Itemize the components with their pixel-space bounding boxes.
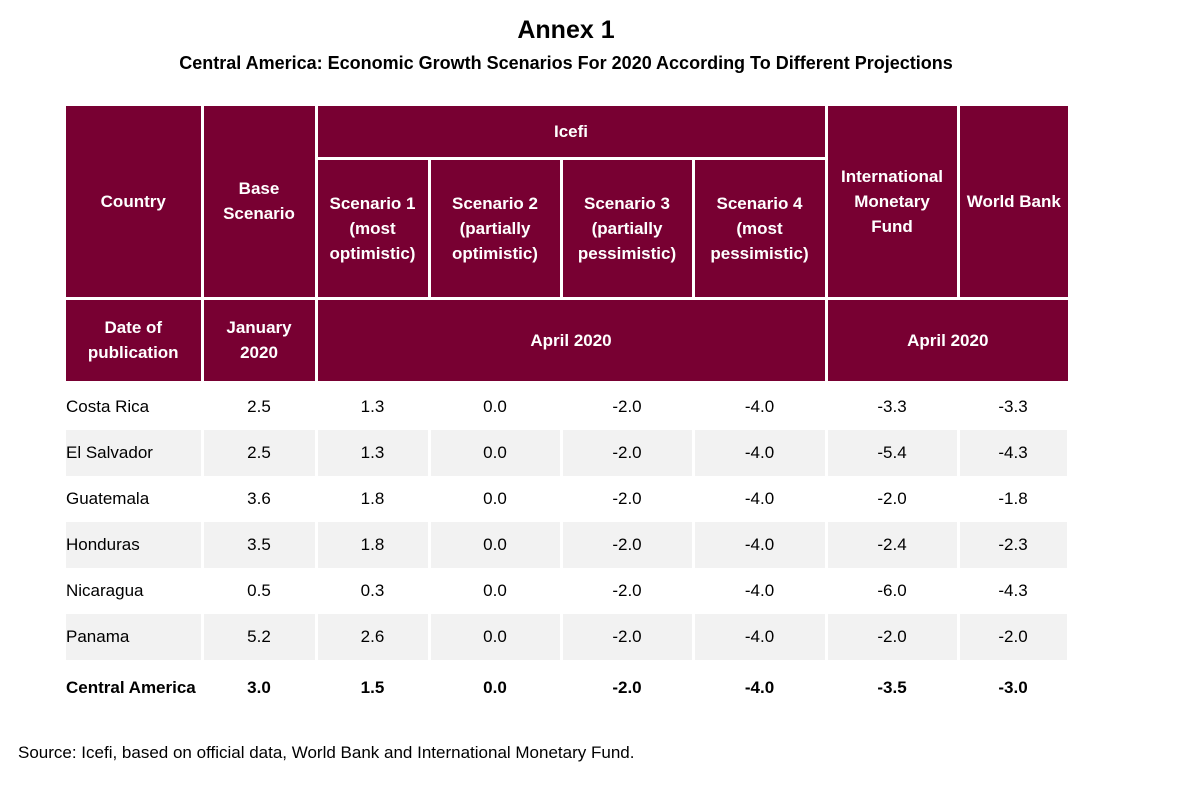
cell-imf: -5.4 [824, 429, 960, 476]
cell-scenario-4: -4.0 [691, 475, 828, 522]
cell-scenario-2: 0.0 [427, 613, 563, 660]
table-total-row: Central America 3.0 1.5 0.0 -2.0 -4.0 -3… [66, 659, 1070, 716]
cell-scenario-2: 0.0 [427, 659, 563, 716]
header-icefi: Icefi [314, 106, 828, 160]
cell-country: Honduras [66, 521, 204, 568]
cell-world-bank: -3.3 [956, 382, 1070, 430]
cell-scenario-3: -2.0 [559, 382, 695, 430]
cell-scenario-3: -2.0 [559, 659, 695, 716]
header-scenario-4: Scenario 4 (most pessimistic) [691, 156, 828, 300]
cell-scenario-1: 1.3 [314, 429, 431, 476]
cell-base: 5.2 [200, 613, 318, 660]
cell-world-bank: -2.0 [956, 613, 1070, 660]
table-row: El Salvador 2.5 1.3 0.0 -2.0 -4.0 -5.4 -… [66, 429, 1070, 476]
table-row: Costa Rica 2.5 1.3 0.0 -2.0 -4.0 -3.3 -3… [66, 382, 1070, 430]
cell-scenario-4: -4.0 [691, 521, 828, 568]
cell-base: 2.5 [200, 382, 318, 430]
cell-scenario-3: -2.0 [559, 567, 695, 614]
header-imf: International Monetary Fund [824, 106, 960, 300]
cell-scenario-3: -2.0 [559, 475, 695, 522]
cell-country: El Salvador [66, 429, 204, 476]
cell-scenario-2: 0.0 [427, 475, 563, 522]
header-scenario-3: Scenario 3 (partially pessimistic) [559, 156, 695, 300]
header-country: Country [66, 106, 204, 300]
cell-world-bank: -4.3 [956, 567, 1070, 614]
header-date-international: April 2020 [824, 296, 1069, 384]
cell-scenario-1: 1.8 [314, 521, 431, 568]
table-row: Guatemala 3.6 1.8 0.0 -2.0 -4.0 -2.0 -1.… [66, 475, 1070, 522]
cell-scenario-4: -4.0 [691, 429, 828, 476]
header-date-base: January 2020 [200, 296, 318, 384]
growth-scenarios-table: Country Base Scenario Icefi Internationa… [66, 106, 1070, 716]
cell-imf: -6.0 [824, 567, 960, 614]
header-world-bank: World Bank [956, 106, 1069, 300]
cell-scenario-2: 0.0 [427, 429, 563, 476]
cell-country: Central America [66, 659, 204, 716]
cell-imf: -3.5 [824, 659, 960, 716]
cell-scenario-3: -2.0 [559, 521, 695, 568]
cell-scenario-1: 1.3 [314, 382, 431, 430]
cell-scenario-1: 1.5 [314, 659, 431, 716]
cell-scenario-4: -4.0 [691, 567, 828, 614]
header-scenario-1: Scenario 1 (most optimistic) [314, 156, 431, 300]
cell-world-bank: -1.8 [956, 475, 1070, 522]
cell-scenario-3: -2.0 [559, 429, 695, 476]
cell-scenario-2: 0.0 [427, 382, 563, 430]
table-row: Panama 5.2 2.6 0.0 -2.0 -4.0 -2.0 -2.0 [66, 613, 1070, 660]
table-row: Honduras 3.5 1.8 0.0 -2.0 -4.0 -2.4 -2.3 [66, 521, 1070, 568]
cell-base: 2.5 [200, 429, 318, 476]
cell-scenario-1: 2.6 [314, 613, 431, 660]
source-note: Source: Icefi, based on official data, W… [18, 743, 635, 762]
cell-base: 3.6 [200, 475, 318, 522]
cell-country: Guatemala [66, 475, 204, 522]
cell-scenario-2: 0.0 [427, 521, 563, 568]
table-row: Nicaragua 0.5 0.3 0.0 -2.0 -4.0 -6.0 -4.… [66, 567, 1070, 614]
annex-title: Annex 1 [517, 16, 615, 44]
cell-scenario-1: 1.8 [314, 475, 431, 522]
cell-scenario-4: -4.0 [691, 613, 828, 660]
cell-imf: -3.3 [824, 382, 960, 430]
cell-base: 3.0 [200, 659, 318, 716]
cell-imf: -2.0 [824, 613, 960, 660]
cell-base: 3.5 [200, 521, 318, 568]
cell-country: Costa Rica [66, 382, 204, 430]
cell-imf: -2.4 [824, 521, 960, 568]
cell-scenario-4: -4.0 [691, 382, 828, 430]
header-scenario-2: Scenario 2 (partially optimistic) [427, 156, 563, 300]
cell-scenario-2: 0.0 [427, 567, 563, 614]
cell-scenario-1: 0.3 [314, 567, 431, 614]
cell-imf: -2.0 [824, 475, 960, 522]
header-date-icefi: April 2020 [314, 296, 828, 384]
cell-world-bank: -3.0 [956, 659, 1070, 716]
cell-world-bank: -2.3 [956, 521, 1070, 568]
cell-world-bank: -4.3 [956, 429, 1070, 476]
annex-subtitle: Central America: Economic Growth Scenari… [179, 53, 953, 73]
cell-base: 0.5 [200, 567, 318, 614]
cell-country: Panama [66, 613, 204, 660]
cell-country: Nicaragua [66, 567, 204, 614]
cell-scenario-3: -2.0 [559, 613, 695, 660]
cell-scenario-4: -4.0 [691, 659, 828, 716]
header-base-scenario: Base Scenario [200, 106, 318, 300]
header-date-of-publication: Date of publication [66, 296, 204, 384]
